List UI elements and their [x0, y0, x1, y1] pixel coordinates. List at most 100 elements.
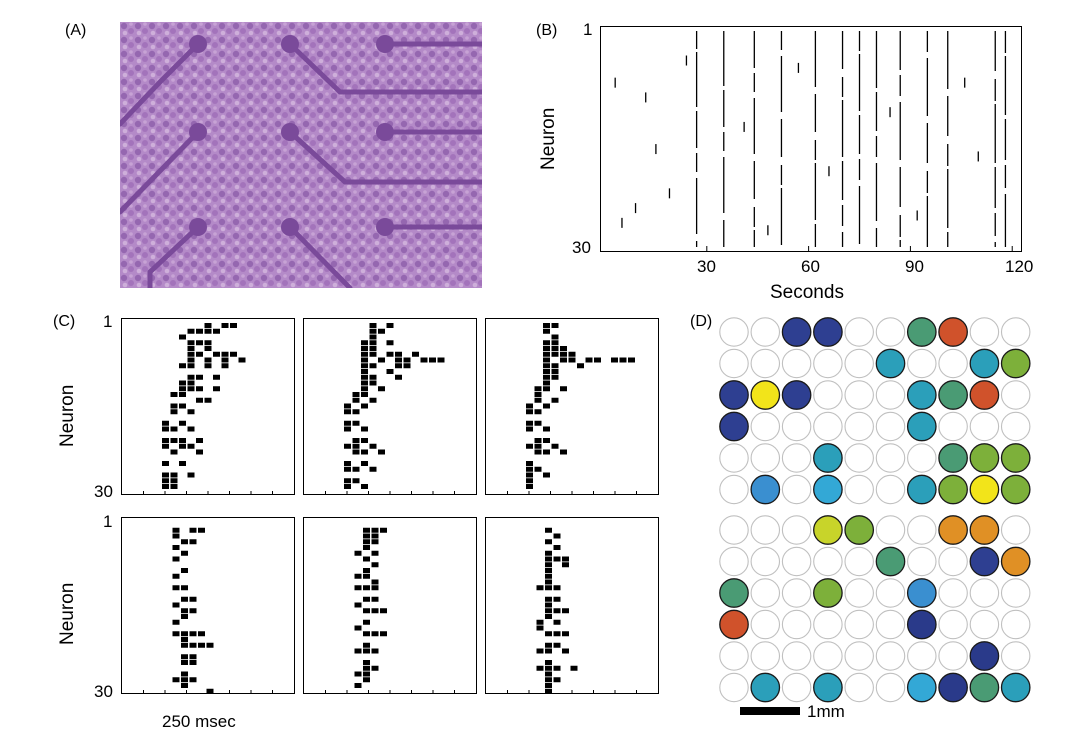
- spike-mark: [181, 637, 188, 642]
- active-electrode: [813, 578, 843, 608]
- spike-mark: [213, 328, 220, 334]
- spike-mark: [181, 614, 188, 619]
- panel-b-ytick-top: 1: [583, 20, 593, 39]
- spike-mark: [534, 386, 542, 392]
- spike-mark: [543, 386, 550, 392]
- spike-mark: [221, 351, 229, 357]
- spike-mark: [344, 426, 351, 432]
- spike-mark: [562, 562, 569, 568]
- spike-mark: [361, 380, 368, 386]
- spike-mark: [369, 374, 377, 380]
- spike-mark: [181, 642, 188, 648]
- raster-svg-r2c1: [143, 527, 273, 694]
- spike-mark: [395, 374, 402, 380]
- spike-mark: [551, 351, 559, 357]
- spike-mark: [371, 550, 379, 556]
- spike-mark: [172, 602, 180, 608]
- spike-mark: [363, 556, 370, 562]
- spike-mark: [196, 397, 203, 403]
- spike-mark: [363, 539, 370, 545]
- spike-mark: [162, 443, 169, 449]
- spike-mark: [545, 688, 552, 694]
- spike-mark: [363, 527, 370, 533]
- electrode-site: [875, 515, 906, 545]
- spike-mark: [545, 642, 552, 648]
- electrode-site: [844, 348, 874, 379]
- raster-svg-r2c2: [325, 527, 455, 693]
- spike-mark: [369, 363, 377, 369]
- spike-mark: [369, 323, 377, 328]
- electrode-site: [750, 348, 781, 379]
- spike-mark: [545, 585, 552, 591]
- electrode-site: [781, 474, 812, 505]
- spike-mark: [352, 438, 360, 443]
- spike-mark: [369, 443, 377, 449]
- panel-c-bottom-ylabel: Neuron: [57, 582, 78, 645]
- spike-mark: [553, 677, 561, 683]
- spike-mark: [534, 438, 542, 443]
- active-electrode: [906, 672, 937, 703]
- panel-d-label: (D): [690, 313, 713, 330]
- spike-mark: [363, 533, 370, 539]
- spike-mark: [196, 374, 203, 380]
- spike-mark: [369, 351, 377, 357]
- spike-mark: [437, 357, 445, 363]
- spike-mark: [352, 420, 360, 426]
- electrode-site: [750, 641, 781, 671]
- panel-b-xtick-120: 120: [1005, 257, 1034, 276]
- spike-mark: [363, 619, 370, 625]
- spike-mark: [187, 346, 195, 351]
- spike-mark: [553, 631, 561, 637]
- spike-mark: [170, 484, 178, 489]
- electrode-site: [750, 578, 781, 608]
- spike-mark: [352, 392, 360, 397]
- spike-mark: [526, 443, 533, 449]
- electrode-site: [813, 546, 843, 577]
- spike-mark: [221, 323, 229, 328]
- panel-c-raster-r2c1: [121, 517, 295, 694]
- spike-mark: [545, 573, 552, 579]
- electrode-site: [750, 609, 781, 640]
- spike-mark: [162, 478, 169, 484]
- spike-mark: [189, 654, 197, 660]
- active-electrode: [813, 515, 843, 545]
- spike-mark: [170, 409, 178, 415]
- spike-mark: [179, 443, 186, 449]
- electrode-site: [938, 578, 968, 608]
- spike-mark: [354, 550, 362, 556]
- spike-mark: [354, 683, 362, 688]
- active-electrode: [969, 443, 1000, 473]
- spike-mark: [170, 392, 178, 397]
- panel-c-raster-r2c2: [303, 517, 477, 694]
- spike-mark: [187, 328, 195, 334]
- spike-mark: [361, 449, 368, 455]
- spike-mark: [361, 369, 368, 374]
- micrograph-svg: [120, 22, 482, 288]
- spike-mark: [371, 562, 379, 568]
- spike-mark: [162, 461, 169, 466]
- spike-mark: [361, 346, 368, 351]
- panel-c-raster-r1c2: [303, 318, 477, 495]
- spike-mark: [545, 556, 552, 562]
- spike-mark: [196, 386, 203, 392]
- spike-mark: [187, 426, 195, 432]
- spike-mark: [536, 648, 544, 654]
- raster-svg-r1c1: [143, 323, 273, 494]
- electrode-site: [813, 411, 843, 442]
- spike-mark: [162, 484, 169, 489]
- spike-mark: [536, 585, 544, 591]
- spike-mark: [179, 403, 186, 409]
- spike-mark: [562, 648, 569, 654]
- spike-mark: [204, 328, 212, 334]
- active-electrode: [906, 411, 937, 442]
- spike-mark: [162, 472, 169, 478]
- spike-mark: [551, 323, 559, 328]
- electrode-site: [844, 609, 874, 640]
- electrode-site: [813, 348, 843, 379]
- spike-mark: [562, 556, 569, 562]
- spike-mark: [170, 426, 178, 432]
- spike-mark: [363, 631, 370, 637]
- electrode-site: [719, 515, 749, 545]
- spike-mark: [526, 484, 533, 489]
- spike-mark: [545, 568, 552, 573]
